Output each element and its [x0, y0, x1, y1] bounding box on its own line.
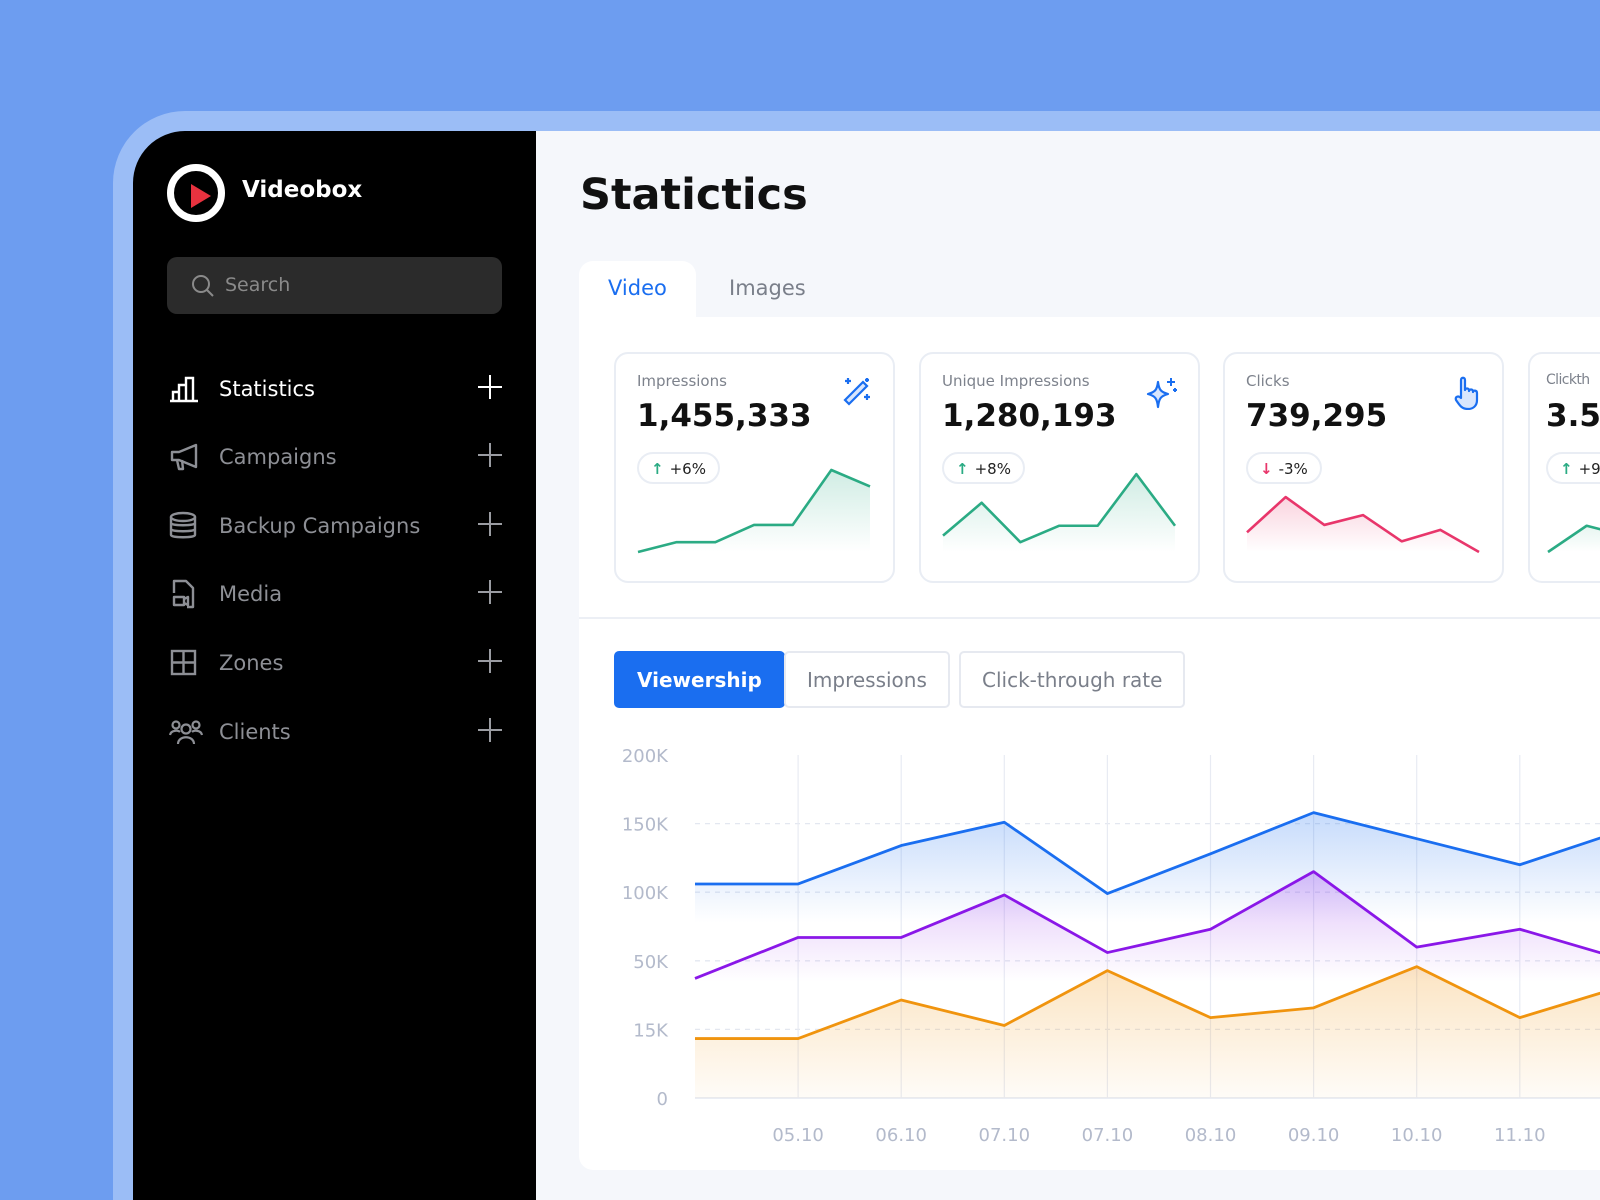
- sparkline-line: [1547, 524, 1600, 554]
- change-value: +6%: [669, 460, 706, 478]
- arrow-up-icon: ↑: [651, 460, 664, 478]
- sidebar-item-statistics[interactable]: Statistics: [167, 369, 502, 409]
- change-value: +8%: [974, 460, 1011, 478]
- search-icon: [192, 275, 214, 297]
- sidebar-item-campaigns[interactable]: Campaigns: [167, 437, 502, 477]
- change-badge: ↓ -3%: [1246, 452, 1322, 484]
- sidebar-item-label: Zones: [219, 651, 284, 675]
- divider: [579, 617, 1600, 619]
- sidebar-item-label: Campaigns: [219, 445, 337, 469]
- sparkline: [637, 468, 871, 554]
- card-value: 1,280,193: [942, 398, 1117, 434]
- sidebar-item-clients[interactable]: Clients: [167, 712, 502, 752]
- change-badge: ↑ +9: [1546, 452, 1600, 484]
- viewership-button[interactable]: Viewership: [614, 651, 785, 708]
- sidebar-item-label: Backup Campaigns: [219, 514, 421, 538]
- change-badge: ↑ +6%: [637, 452, 720, 484]
- sparkline-line: [637, 468, 871, 554]
- card-value: 739,295: [1246, 398, 1388, 434]
- sidebar-item-label: Media: [219, 582, 283, 606]
- app-name: Videobox: [242, 177, 363, 203]
- tab-images[interactable]: Images: [729, 276, 806, 300]
- search-placeholder: Search: [225, 274, 291, 296]
- grid-icon: [170, 649, 197, 676]
- card-label: Impressions: [637, 372, 727, 390]
- sparkline: [942, 472, 1177, 552]
- plus-icon[interactable]: [478, 649, 502, 673]
- stat-card-unique-impressions: Unique Impressions 1,280,193 ↑ +8%: [919, 352, 1200, 583]
- tab-video[interactable]: Video: [579, 261, 696, 317]
- sparkline: [1246, 495, 1480, 554]
- card-value: 1,455,333: [637, 398, 812, 434]
- change-value: +9: [1578, 460, 1600, 478]
- card-label: Unique Impressions: [942, 372, 1090, 390]
- change-badge: ↑ +8%: [942, 452, 1025, 484]
- sparkline-line: [942, 472, 1177, 544]
- stat-card-impressions: Impressions 1,455,333 ↑ +6%: [614, 352, 895, 583]
- click-through-rate-button[interactable]: Click-through rate: [959, 651, 1186, 708]
- plus-icon[interactable]: [478, 443, 502, 467]
- sidebar-item-backup-campaigns[interactable]: Backup Campaigns: [167, 506, 502, 546]
- sparkline: [1547, 524, 1600, 554]
- play-circle-icon: [167, 164, 225, 222]
- sparkline-area: [638, 470, 870, 552]
- plus-icon[interactable]: [478, 375, 502, 399]
- megaphone-icon: [170, 443, 198, 471]
- pointer-hand-icon: [1454, 376, 1479, 410]
- users-icon: [169, 720, 203, 745]
- arrow-up-icon: ↑: [956, 460, 969, 478]
- sidebar-item-label: Clients: [219, 720, 291, 744]
- card-label: Clicks: [1246, 372, 1290, 390]
- plus-icon[interactable]: [478, 580, 502, 604]
- plus-icon[interactable]: [478, 512, 502, 536]
- sparkline-area: [1247, 497, 1479, 552]
- video-file-icon: [172, 579, 195, 609]
- bar-chart-icon: [170, 376, 198, 403]
- sparkline-area: [943, 474, 1175, 552]
- sparkline-line: [1246, 495, 1480, 554]
- sidebar-item-zones[interactable]: Zones: [167, 643, 502, 683]
- search-input[interactable]: Search: [167, 257, 502, 314]
- sidebar-item-media[interactable]: Media: [167, 574, 502, 614]
- page-title: Statictics: [580, 170, 808, 220]
- change-value: -3%: [1278, 460, 1308, 478]
- magic-wand-icon: [843, 378, 870, 406]
- stat-card-clickthrough: Clickth 3.5 ↑ +9: [1528, 352, 1600, 583]
- database-icon: [169, 511, 197, 539]
- sparkline-area: [1548, 525, 1600, 552]
- stat-card-clicks: Clicks 739,295 ↓ -3%: [1223, 352, 1504, 583]
- plus-icon[interactable]: [478, 718, 502, 742]
- sidebar-item-label: Statistics: [219, 377, 315, 401]
- arrow-up-icon: ↑: [1560, 460, 1573, 478]
- arrow-down-icon: ↓: [1260, 460, 1273, 478]
- impressions-button[interactable]: Impressions: [784, 651, 950, 708]
- sparkle-icon: [1146, 378, 1177, 409]
- card-label: Clickth: [1546, 372, 1590, 388]
- card-value: 3.5: [1546, 398, 1600, 434]
